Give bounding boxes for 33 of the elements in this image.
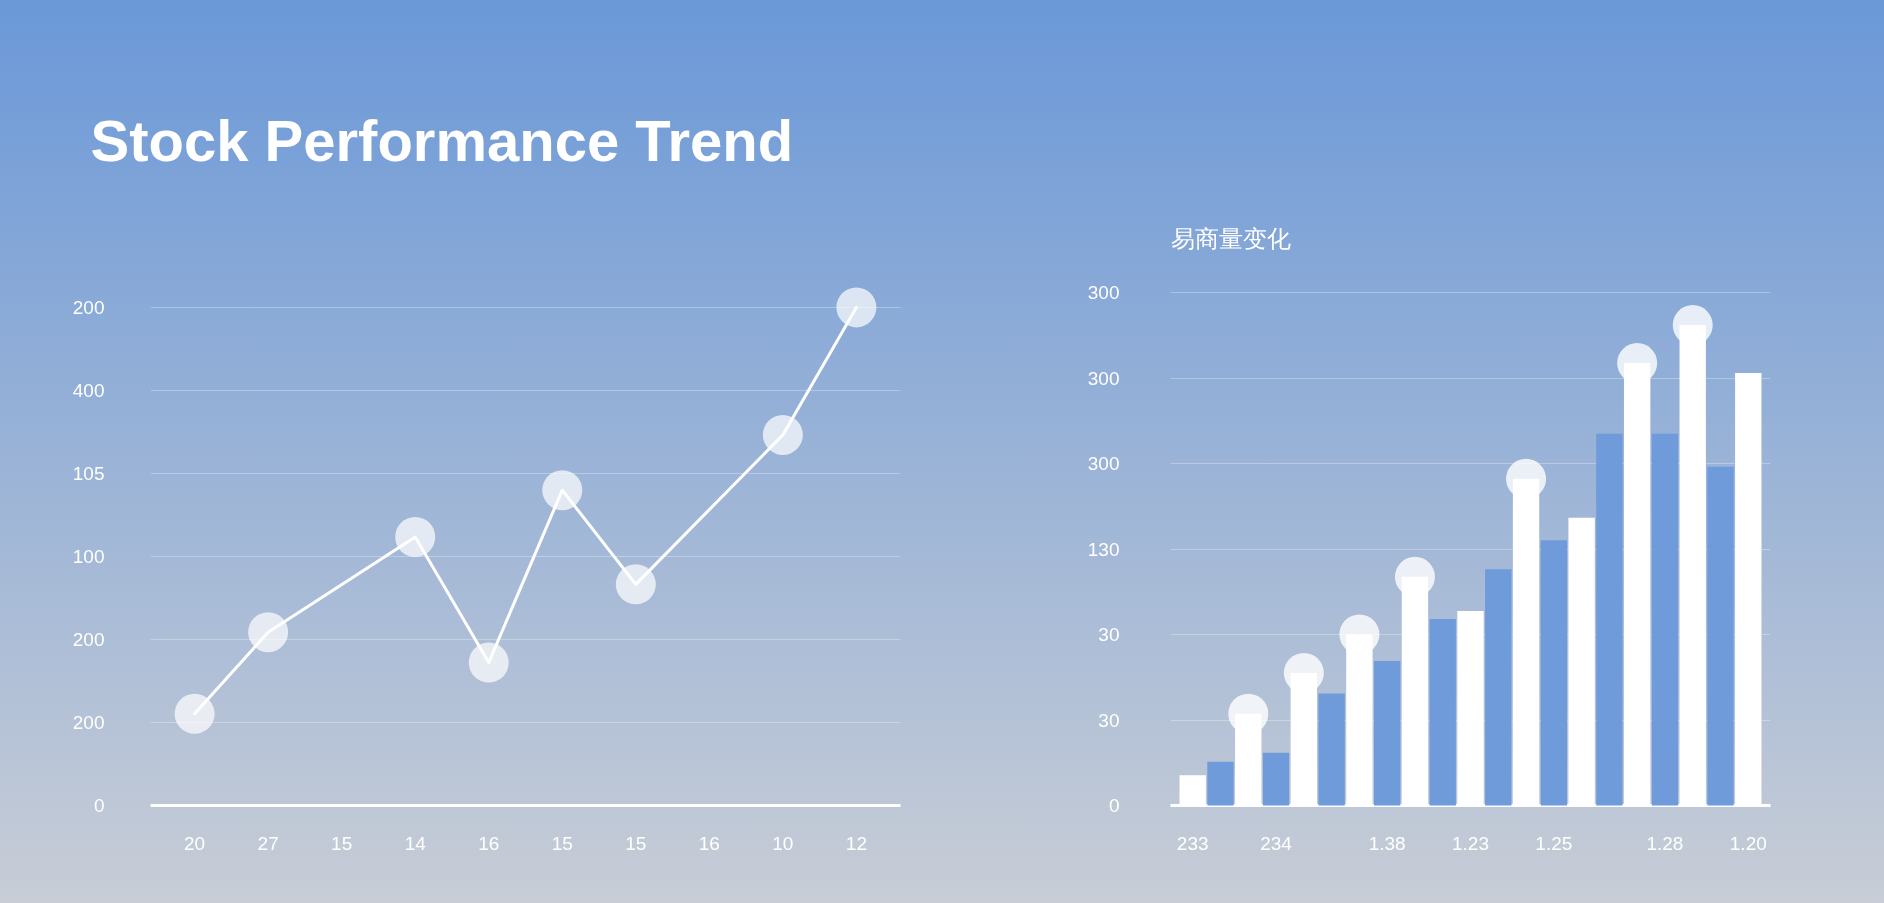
text: 300 — [1087, 367, 1120, 389]
x-tick-label: 1.28 — [1646, 832, 1684, 854]
x-tick-label: 20 — [184, 832, 206, 854]
chart-title: 易商量变化 — [1170, 224, 1291, 253]
x-tick-label: 10 — [772, 832, 794, 854]
text: 105 — [72, 462, 105, 484]
x-tick-label: 1.23 — [1452, 832, 1489, 854]
text: 200 — [72, 711, 105, 733]
text: 0 — [1108, 795, 1120, 816]
text: 30 — [1098, 709, 1120, 731]
text: 200 — [72, 296, 105, 318]
x-tick-label: 234 — [1260, 832, 1293, 854]
text: 30 — [1098, 624, 1120, 646]
x-tick-label: 16 — [698, 832, 720, 854]
x-tick-label: 14 — [404, 832, 427, 854]
x-tick-label: 15 — [625, 832, 647, 854]
text: 400 — [72, 379, 105, 401]
text: 130 — [1087, 538, 1120, 560]
x-tick-label: 12 — [845, 832, 867, 854]
text: 200 — [72, 628, 105, 650]
x-tick-label: 1.38 — [1368, 832, 1406, 854]
x-tick-label: 233 — [1176, 832, 1209, 854]
text: 100 — [72, 545, 105, 567]
x-tick-label: 1.25 — [1535, 832, 1573, 854]
text: 0 — [93, 795, 105, 816]
text: 300 — [1087, 282, 1120, 304]
text: 300 — [1087, 453, 1120, 475]
x-tick-label: 16 — [478, 832, 500, 854]
x-tick-label: 27 — [257, 832, 279, 854]
x-tick-label: 1.20 — [1729, 832, 1767, 854]
chart-title: Stock Performance Trend — [90, 107, 794, 173]
x-tick-label: 15 — [551, 832, 573, 854]
x-tick-label: 15 — [331, 832, 353, 854]
